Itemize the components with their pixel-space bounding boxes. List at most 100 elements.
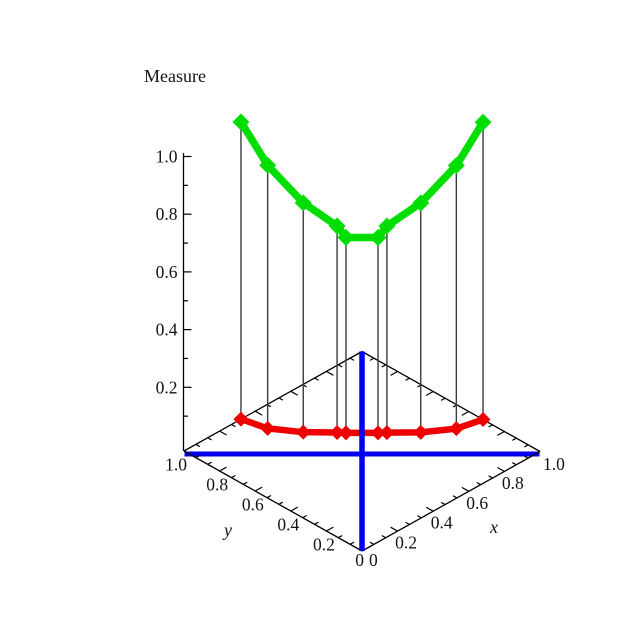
floor-edge-front-left-tick — [254, 486, 263, 492]
floor-edge-back-right-tick — [390, 370, 398, 376]
floor-edge-front-left-tick — [243, 481, 248, 485]
upper-series-marker — [328, 217, 346, 235]
lower-series-marker — [379, 425, 395, 441]
floor-edge-front-right — [361, 450, 541, 552]
floor-edge-back-left-tick — [314, 377, 319, 381]
lower-series-marker — [370, 425, 386, 441]
floor-edge-front-right-tick — [512, 462, 517, 466]
x-axis-title: x — [489, 517, 498, 537]
floor-edge-back-left-tick — [231, 423, 236, 428]
z-tick-label: 0.2 — [156, 377, 178, 397]
floor-edge-front-left-tick — [219, 466, 227, 472]
z-tick-label: 0.8 — [156, 204, 178, 224]
x-axis-tick-label: 0.8 — [502, 473, 524, 493]
floor-edge-front-right-tick — [390, 526, 398, 532]
z-tick-label: 0.6 — [156, 262, 178, 282]
floor-edge-front-left-tick — [266, 494, 272, 499]
floor-edge-front-left-tick — [349, 541, 355, 545]
upper-series-line — [237, 118, 487, 242]
floor-edge-front-right-tick — [497, 466, 505, 472]
plot-title: Measure — [144, 66, 206, 86]
floor-edge-front-left-tick — [195, 454, 201, 459]
lower-series-marker — [338, 425, 354, 441]
upper-series-marker — [369, 229, 387, 247]
floor-edge-front-left — [183, 450, 363, 552]
upper-series-marker — [337, 229, 355, 247]
floor-edge-back-left-tick — [219, 430, 227, 436]
x-axis-origin-label: 0 — [369, 550, 378, 570]
floor-edge-back-right-tick — [512, 437, 517, 441]
floor-edge-back-right-tick — [461, 410, 470, 416]
drop-lines — [240, 121, 484, 433]
floor-edge-front-right-tick — [476, 481, 481, 486]
floor-edge-front-right-tick — [488, 475, 493, 479]
floor-edge-back-right-tick — [497, 430, 505, 436]
upper-series-marker — [232, 113, 250, 131]
floor-edge-front-left-tick — [302, 514, 307, 519]
floor-edge-front-right-tick — [405, 521, 410, 525]
floor-front-edges — [183, 450, 541, 552]
floor-edge-back-right-tick — [523, 444, 529, 448]
floor-edge-front-right-tick — [369, 541, 375, 545]
floor-edge-back-right-tick — [369, 357, 375, 361]
floor-edge-front-left-tick — [314, 521, 319, 525]
floor-edge-front-left-tick — [290, 506, 299, 512]
floor-edge-back-left-tick — [207, 437, 212, 441]
floor-edge-back-right-tick — [381, 364, 387, 368]
y-axis-tick-label: 0.2 — [313, 535, 335, 555]
lower-series-marker — [475, 411, 491, 427]
upper-series — [232, 113, 492, 247]
floor-edge-back-left-tick — [195, 443, 201, 448]
floor-edge-back-left-tick — [349, 357, 355, 361]
y-axis-origin-label: 0 — [355, 550, 364, 570]
lower-series-marker — [260, 420, 276, 436]
floor-edge-front-right-tick — [461, 486, 470, 492]
upper-series-marker — [447, 157, 465, 175]
floor-edge-back-right-tick — [405, 377, 410, 381]
upper-series-marker — [378, 217, 396, 235]
lower-series-marker — [295, 424, 311, 440]
z-tick-label: 1.0 — [156, 147, 178, 167]
floor-edge-front-right-tick — [381, 535, 387, 539]
floor-edge-front-left-tick — [337, 534, 343, 539]
z-axis — [182, 153, 192, 451]
y-axis-tick-label: 0.8 — [206, 475, 228, 495]
upper-series-marker — [474, 113, 492, 131]
floor-edge-front-left-tick — [231, 474, 236, 479]
y-axis-tick-label: 0.6 — [242, 495, 264, 515]
upper-series-marker — [294, 194, 312, 212]
floor-edge-front-right-tick — [440, 501, 446, 506]
floor-edge-back-right-tick — [488, 424, 493, 428]
upper-series-marker — [259, 156, 277, 174]
floor-edge-back-left-tick — [326, 370, 334, 376]
lower-series-marker — [233, 411, 249, 427]
lower-series-marker — [448, 421, 464, 437]
floor-edge-front-left-tick — [278, 501, 284, 505]
floor-edge-front-left-tick — [326, 526, 334, 532]
floor-edge-back-left — [183, 350, 363, 452]
lower-series-marker — [413, 424, 429, 440]
lower-series-marker — [329, 425, 345, 441]
z-tick-label: 0.4 — [156, 320, 178, 340]
floor-edge-front-right-tick — [417, 515, 422, 519]
floor-edge-back-right-tick — [440, 397, 446, 401]
x-axis-tick-label: 0.4 — [431, 513, 453, 533]
y-axis-corner-label: 1.0 — [165, 455, 187, 475]
x-axis-corner-label: 1.0 — [543, 454, 565, 474]
floor-edge-back-left-tick — [254, 410, 263, 416]
x-axis-tick-label: 0.6 — [466, 493, 488, 513]
upper-series-marker — [412, 194, 430, 212]
floor-edge-back-left-tick — [337, 364, 343, 368]
floor-edge-back-left-tick — [290, 390, 299, 396]
floor-edge-back-right-tick — [425, 390, 434, 396]
y-axis-tick-label: 0.4 — [277, 515, 299, 535]
y-axis-title: y — [222, 520, 232, 540]
floor-edge-front-right-tick — [523, 455, 529, 459]
floor-edge-back-left-tick — [278, 397, 284, 401]
x-axis-tick-label: 0.2 — [395, 533, 417, 553]
floor-edge-front-right-tick — [425, 506, 434, 512]
labels: 0.2 0.4 0.6 0.8 1.0 0.8 0.6 0.4 0.2 0.2 0.4 0.6 0.8 1… — [144, 66, 565, 570]
